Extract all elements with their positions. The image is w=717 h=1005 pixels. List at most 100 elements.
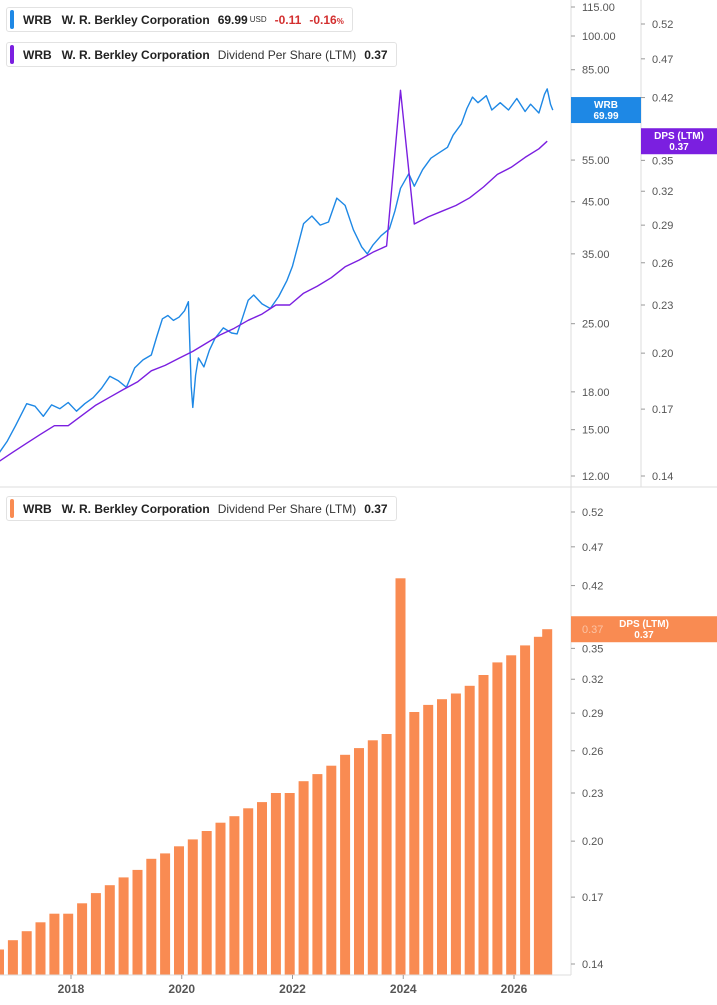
price-swatch — [10, 10, 14, 29]
dps-top-tick-label: 0.14 — [652, 471, 673, 483]
x-tick-label: 2022 — [279, 982, 306, 996]
dps-top-tick-label: 0.29 — [652, 220, 673, 232]
dps-bar — [354, 748, 364, 975]
price-tick-label: 100.00 — [582, 31, 616, 43]
price-tick-label: 55.00 — [582, 155, 610, 167]
dps-bar — [492, 662, 503, 975]
dps-bar — [409, 712, 420, 975]
price-tick-label: 15.00 — [582, 425, 610, 437]
top-panel — [0, 88, 554, 462]
dps-bar — [90, 893, 101, 975]
legend-dps-bottom-company: W. R. Berkley Corporation — [61, 501, 210, 516]
price-tick-label: 85.00 — [582, 65, 610, 77]
dps-line-swatch — [10, 45, 14, 64]
dps-line — [0, 89, 548, 462]
dps-bar — [437, 699, 447, 975]
dps-bar — [77, 903, 88, 975]
dps-bottom-tick-label: 0.47 — [582, 542, 603, 554]
price-tick-label: 115.00 — [582, 2, 615, 14]
legend-dps-bottom: WRB W. R. Berkley Corporation Dividend P… — [6, 496, 397, 521]
dps-top-tick-label: 0.23 — [652, 300, 673, 312]
dps-bottom-tick-label: 0.17 — [582, 892, 603, 904]
dps-bar — [520, 645, 531, 975]
legend-dps-top-metric: Dividend Per Share (LTM) — [217, 47, 357, 62]
legend-dps-bottom-value: 0.37 — [364, 501, 388, 516]
dps-bottom-tick-label: 0.26 — [582, 746, 603, 758]
legend-price-currency: USD — [249, 15, 267, 24]
price-badge-bg — [571, 97, 641, 124]
dps-bar — [542, 629, 553, 975]
dps-bar — [533, 636, 544, 975]
x-tick-label: 2024 — [390, 982, 417, 996]
price-tick-label: 35.00 — [582, 249, 610, 261]
dps-bar — [423, 704, 434, 975]
dps-bottom-tick-label: 0.23 — [582, 788, 603, 800]
dps-top-tick-label: 0.42 — [652, 93, 673, 105]
dps-bottom-hidden-tick: 0.37 — [582, 624, 603, 636]
dps-top-badge-line1: DPS (LTM) — [654, 131, 704, 142]
dps-bottom-tick-label: 0.35 — [582, 643, 603, 655]
dps-bar — [506, 655, 517, 975]
dps-bar — [201, 831, 212, 975]
dps-bar — [215, 822, 226, 975]
dps-top-tick-label: 0.52 — [652, 19, 673, 31]
dps-bottom-tick-label: 0.20 — [582, 836, 603, 848]
price-tick-label: 12.00 — [582, 471, 610, 483]
dps-bar — [464, 685, 475, 975]
dps-bar — [63, 913, 74, 975]
dps-bar — [35, 922, 46, 975]
bottom-panel — [0, 578, 553, 975]
legend-dps-bottom-metric: Dividend Per Share (LTM) — [217, 501, 357, 516]
legend-price: WRB W. R. Berkley Corporation 69.99 USD … — [6, 7, 353, 32]
legend-dps-top: WRB W. R. Berkley Corporation Dividend P… — [6, 42, 397, 67]
dps-bar — [478, 675, 489, 975]
price-line — [0, 88, 554, 453]
dps-bottom-tick-label: 0.14 — [582, 959, 603, 971]
dps-bar — [326, 765, 337, 975]
legend-price-change: -0.11 — [274, 12, 302, 27]
dps-bar — [132, 869, 143, 975]
x-tick-label: 2026 — [501, 982, 528, 996]
dps-bar — [270, 793, 281, 975]
dps-bottom-badge-line1: DPS (LTM) — [619, 619, 669, 630]
dps-bar — [381, 734, 392, 975]
dps-bar — [49, 913, 60, 975]
dps-bar — [118, 877, 129, 975]
dps-bar — [243, 808, 254, 975]
dps-bar — [146, 858, 157, 975]
x-tick-label: 2018 — [58, 982, 85, 996]
dps-bar — [257, 802, 267, 975]
dps-top-tick-label: 0.20 — [652, 348, 673, 360]
dps-top-badge-line2: 0.37 — [669, 142, 689, 153]
legend-price-value: 69.99 — [217, 12, 248, 27]
legend-price-company: W. R. Berkley Corporation — [61, 12, 210, 27]
dps-bar — [312, 774, 323, 975]
dps-bar-swatch — [10, 499, 14, 518]
legend-dps-top-ticker: WRB — [23, 47, 52, 62]
legend-price-pct-sign: % — [336, 16, 344, 26]
dps-top-badge-bg — [641, 128, 717, 155]
dps-bar — [104, 885, 115, 975]
dps-bar — [450, 693, 461, 975]
dps-bar — [298, 781, 309, 975]
price-badge-line2: 69.99 — [593, 111, 618, 122]
dps-bottom-badge-bg — [571, 616, 717, 643]
legend-price-ticker: WRB — [23, 12, 52, 27]
dps-bar — [0, 949, 4, 975]
dps-bottom-tick-label: 0.42 — [582, 581, 603, 593]
dps-top-tick-label: 0.35 — [652, 155, 673, 167]
dps-bar — [340, 754, 351, 975]
dps-bar — [367, 740, 378, 975]
price-tick-label: 18.00 — [582, 387, 610, 399]
dps-bottom-tick-label: 0.32 — [582, 674, 603, 686]
dps-top-tick-label: 0.26 — [652, 258, 673, 270]
dps-bar — [395, 578, 406, 975]
dps-bar — [174, 846, 184, 975]
dps-bottom-tick-label: 0.29 — [582, 708, 603, 720]
price-tick-label: 45.00 — [582, 197, 610, 209]
legend-dps-bottom-ticker: WRB — [23, 501, 52, 516]
dps-top-tick-label: 0.17 — [652, 404, 673, 416]
